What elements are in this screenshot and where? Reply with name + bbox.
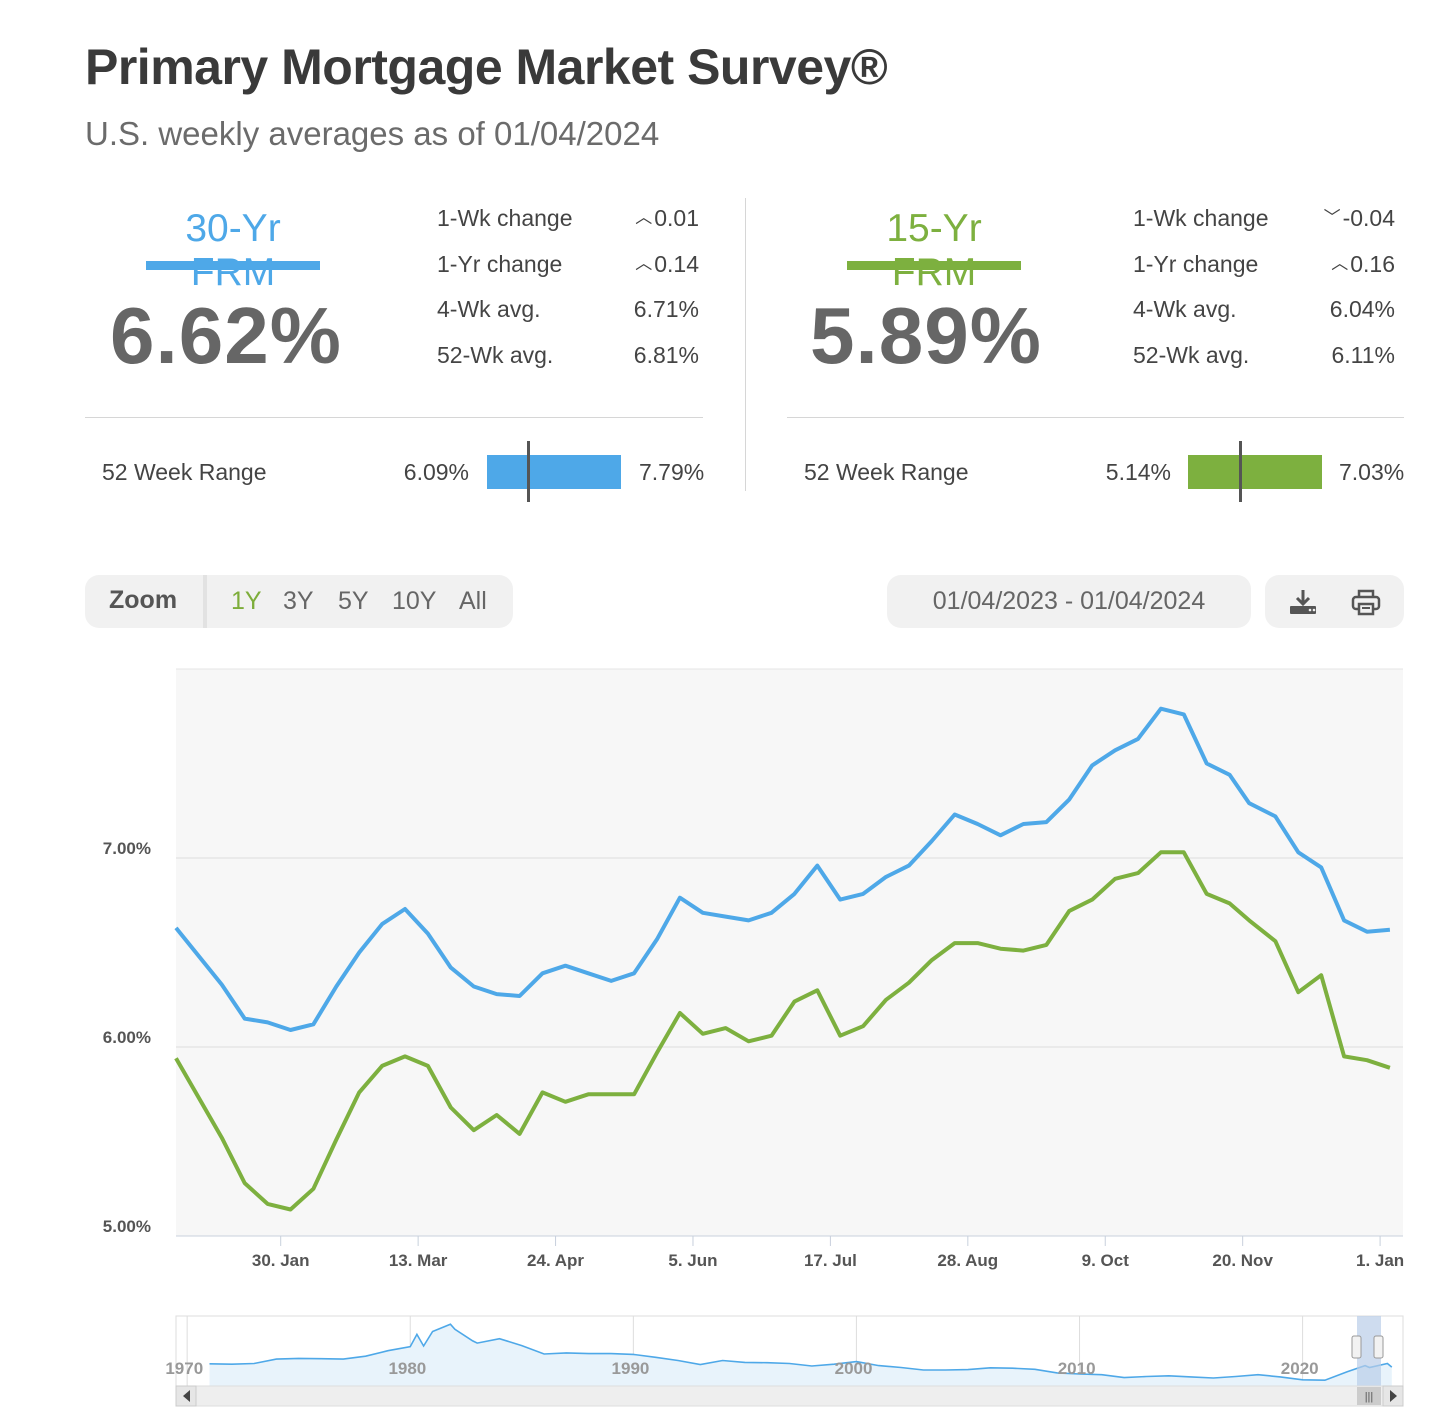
navigator-handle-right[interactable] [1373,1335,1384,1359]
range-high: 7.79% [639,459,705,485]
stat-row: 1-Yr change ︿0.16 [1133,251,1395,297]
rate-chart: 5.00% 6.00% 7.00% 30. Jan 13. Mar 24. Apr 5. … [103,668,1404,1270]
zoom-separator [203,575,207,628]
x-tick-label: 9. Oct [1082,1251,1130,1270]
zoom-5y-button[interactable]: 5Y [338,587,369,615]
frm15-name: 15-Yr FRM [886,207,982,294]
navigator-history-line [209,1323,1393,1382]
navigator-year-label: 1990 [612,1359,650,1378]
stat-value: 6.04% [1329,296,1395,322]
panel-divider [85,417,703,418]
y-tick-label: 7.00% [103,839,151,858]
navigator-year-label: 1980 [388,1359,426,1378]
stat-row: 1-Wk change ︿0.01 [437,205,699,251]
stat-label: 4-Wk avg. [437,296,541,322]
x-tick-label: 30. Jan [252,1251,310,1270]
range-low: 6.09% [403,459,469,485]
stat-row: 4-Wk avg. 6.04% [1133,296,1395,342]
stat-value: ︿0.01 [635,205,699,231]
frm15-underline [847,261,1021,270]
stat-label: 1-Wk change [437,205,573,231]
zoom-label: Zoom [109,586,178,614]
range-current-marker [1238,441,1242,502]
panel-divider [787,417,1404,418]
x-tick-label: 1. Jan [1356,1251,1404,1270]
scrollbar-grip-icon: ||| [1365,1391,1374,1403]
up-arrow-icon: ︿ [635,253,653,273]
zoom-3y-button[interactable]: 3Y [283,587,314,615]
series-line-frm15 [174,850,1391,1212]
stat-label: 1-Yr change [1133,250,1259,277]
range-bar [1188,455,1322,489]
stat-value: 6.11% [1331,341,1395,368]
navigator-year-label: 1970 [165,1359,203,1378]
navigator-year-label: 2020 [1281,1359,1319,1378]
print-icon[interactable] [1351,588,1381,616]
frm30-underline [146,261,320,270]
stat-label: 52-Wk avg. [1133,341,1250,368]
zoom-1y-button[interactable]: 1Y [231,587,262,615]
range-label: 52 Week Range [102,459,267,485]
frm15-panel: 15-Yr FRM 5.89% 1-Wk change ﹀-0.04 1-Yr … [787,195,1409,502]
stat-value: ︿0.14 [635,250,699,277]
x-tick-label: 24. Apr [527,1251,584,1270]
x-tick-label: 17. Jul [804,1251,857,1270]
export-controls [1265,575,1404,628]
up-arrow-icon: ︿ [1331,253,1349,273]
x-tick-label: 28. Aug [937,1251,998,1270]
series-line-frm30 [174,706,1391,1032]
date-range-input[interactable]: 01/04/2023 - 01/04/2024 [887,575,1251,628]
stat-value: 6.71% [633,296,699,322]
navigator-scrollbar[interactable] [175,1385,1404,1407]
stat-value: ﹀-0.04 [1323,205,1395,231]
range-low: 5.14% [1105,459,1171,485]
page-subtitle: U.S. weekly averages as of 01/04/2024 [85,115,660,152]
y-tick-label: 6.00% [103,1028,151,1047]
y-tick-label: 5.00% [103,1217,151,1236]
frm30-stats: 1-Wk change ︿0.01 1-Yr change ︿0.14 4-Wk… [437,205,699,387]
frm30-rate: 6.62% [110,291,342,380]
navigator-scrollbar-thumb[interactable] [1357,1387,1381,1405]
range-bar [487,455,621,489]
chevron-left-icon [183,1390,190,1402]
x-tick-label: 20. Nov [1212,1251,1273,1270]
plot-area [176,669,1403,1236]
frm30-name: 30-Yr FRM [185,207,281,294]
stat-row: 52-Wk avg. 6.11% [1133,342,1395,388]
navigator: ||| 1970 1980 1990 2000 2010 2020 [165,1315,1404,1407]
stat-value: 6.81% [633,341,699,368]
stat-label: 52-Wk avg. [437,341,554,368]
x-tick-label: 13. Mar [389,1251,448,1270]
range-high: 7.03% [1339,459,1405,485]
stat-row: 1-Yr change ︿0.14 [437,251,699,297]
stat-label: 1-Yr change [437,250,563,277]
page-title: Primary Mortgage Market Survey® [85,39,888,95]
stat-label: 1-Wk change [1133,205,1269,231]
stat-row: 52-Wk avg. 6.81% [437,342,699,388]
zoom-all-button[interactable]: All [459,587,487,615]
zoom-10y-button[interactable]: 10Y [392,587,437,615]
navigator-year-label: 2000 [835,1359,873,1378]
stat-value: ︿0.16 [1331,250,1395,277]
stat-label: 4-Wk avg. [1133,296,1237,322]
stat-row: 4-Wk avg. 6.71% [437,296,699,342]
zoom-control: Zoom 1Y 3Y 5Y 10Y All [85,575,513,628]
navigator-handle-left[interactable] [1351,1335,1362,1359]
frm15-rate: 5.89% [810,291,1042,380]
range-label: 52 Week Range [804,459,969,485]
navigator-history-area [209,1324,1392,1386]
navigator-year-label: 2010 [1058,1359,1096,1378]
frm30-panel: 30-Yr FRM 6.62% 1-Wk change ︿0.01 1-Yr c… [85,195,707,502]
frm15-stats: 1-Wk change ﹀-0.04 1-Yr change ︿0.16 4-W… [1133,205,1395,387]
range-current-marker [527,441,531,502]
chevron-right-icon [1390,1390,1397,1402]
stat-row: 1-Wk change ﹀-0.04 [1133,205,1395,251]
down-arrow-icon: ﹀ [1323,208,1341,227]
download-icon[interactable] [1288,588,1318,616]
x-tick-label: 5. Jun [668,1251,717,1270]
up-arrow-icon: ︿ [635,208,653,227]
panel-separator [745,198,746,491]
